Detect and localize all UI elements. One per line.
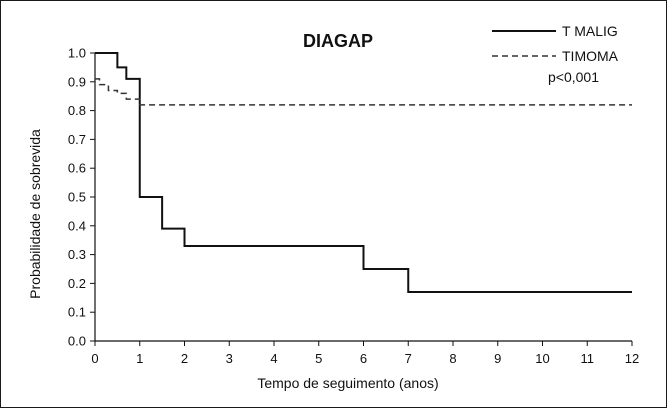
x-tick-label: 7 [405,351,412,366]
x-tick-label: 11 [581,351,595,366]
y-tick-label: 1.0 [68,46,86,61]
y-tick-label: 0.5 [68,190,86,205]
x-tick-label: 5 [315,351,322,366]
y-ticks: 0.0 0.1 0.2 0.3 0.4 0.5 0.6 0.7 0.8 0.9 1.0 [68,46,95,349]
x-tick-label: 10 [535,351,549,366]
x-tick-label: 9 [494,351,501,366]
y-tick-label: 0.3 [68,247,86,262]
y-tick-label: 0.9 [68,74,86,89]
x-tick-label: 8 [449,351,456,366]
p-value-annotation: p<0,001 [548,69,599,85]
legend-label-timoma: TIMOMA [562,48,619,64]
y-tick-label: 0.6 [68,161,86,176]
x-tick-label: 6 [360,351,367,366]
y-tick-label: 0.8 [68,103,86,118]
x-tick-label: 2 [181,351,188,366]
series-group [95,52,632,294]
legend-label-t-malig: T MALIG [562,23,618,39]
y-axis-label: Probabilidade de sobrevida [27,129,43,299]
x-axis-label: Tempo de seguimento (anos) [257,375,438,391]
y-tick-label: 0.2 [68,276,86,291]
y-tick-label: 0.4 [68,218,86,233]
x-tick-label: 1 [136,351,143,366]
x-ticks: 0 1 2 3 4 5 6 7 8 9 10 11 12 [91,341,639,366]
y-tick-label: 0.7 [68,132,86,147]
x-tick-label: 4 [270,351,277,366]
series-line-t-malig [95,52,632,294]
series-line-timoma [95,78,632,106]
x-tick-label: 0 [91,351,98,366]
x-tick-label: 3 [226,351,233,366]
y-tick-label: 0.0 [68,334,86,349]
x-tick-label: 12 [625,351,639,366]
axes [94,53,632,342]
chart-title: DIAGAP [303,31,373,51]
y-tick-label: 0.1 [68,305,86,320]
